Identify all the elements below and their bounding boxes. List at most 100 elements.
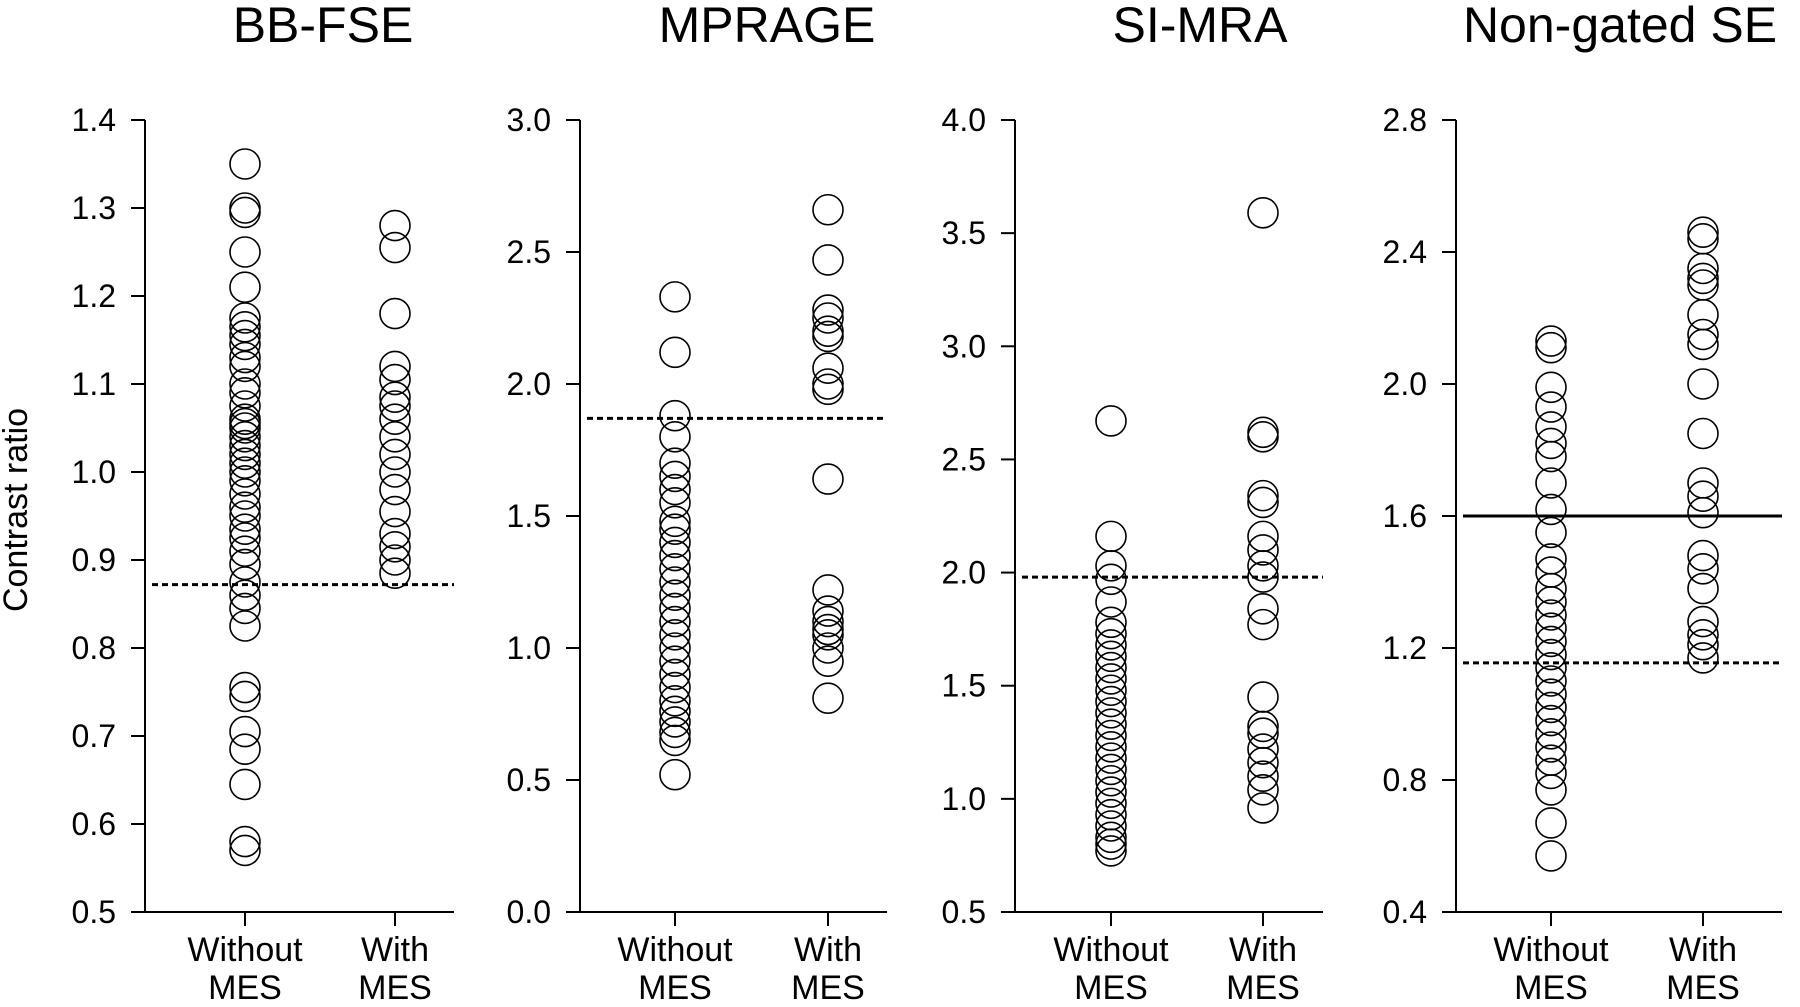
data-point bbox=[1687, 252, 1719, 285]
data-point bbox=[812, 244, 844, 276]
data-point bbox=[379, 473, 411, 506]
data-point bbox=[1535, 440, 1567, 473]
data-point bbox=[1247, 486, 1279, 519]
data-point bbox=[229, 302, 261, 334]
data-point bbox=[1535, 467, 1567, 499]
x-tick-label: With bbox=[361, 931, 429, 969]
data-point bbox=[1687, 642, 1719, 674]
data-point bbox=[229, 310, 261, 343]
data-point bbox=[1535, 651, 1567, 684]
y-tick-label: 1.3 bbox=[72, 190, 116, 226]
y-tick-label: 0.0 bbox=[507, 894, 551, 930]
data-point bbox=[659, 592, 691, 625]
data-point bbox=[229, 148, 261, 180]
x-tick-label: With bbox=[794, 931, 862, 969]
data-point bbox=[1687, 368, 1719, 400]
data-point bbox=[1535, 585, 1567, 618]
data-point bbox=[1247, 774, 1279, 806]
y-tick-label: 1.0 bbox=[942, 781, 986, 817]
data-point bbox=[1535, 331, 1567, 364]
data-point bbox=[1095, 606, 1127, 639]
data-point bbox=[1687, 298, 1719, 331]
data-point bbox=[812, 682, 844, 714]
x-tick-label: MES bbox=[1074, 969, 1148, 1007]
data-point bbox=[1535, 704, 1567, 737]
data-point bbox=[1535, 744, 1567, 777]
data-point bbox=[379, 231, 411, 264]
data-point bbox=[229, 535, 261, 568]
y-tick-label: 1.5 bbox=[942, 668, 986, 704]
data-point bbox=[1095, 764, 1127, 797]
data-point bbox=[1535, 774, 1567, 806]
data-point bbox=[229, 464, 261, 497]
y-tick-label: 0.5 bbox=[72, 894, 116, 930]
data-point bbox=[1687, 223, 1719, 255]
data-point bbox=[659, 513, 691, 546]
data-point bbox=[659, 399, 691, 432]
data-point bbox=[1095, 549, 1127, 582]
data-point bbox=[229, 376, 261, 409]
data-point bbox=[1687, 318, 1719, 351]
data-point bbox=[1535, 411, 1567, 443]
data-point bbox=[379, 456, 411, 488]
data-point bbox=[379, 517, 411, 550]
panel-4: Non-gated SE 0.4 0.8 1.2 1.6 2.0 2.4 2.8 Without… bbox=[1383, 0, 1782, 1007]
data-point bbox=[379, 209, 411, 242]
data-point bbox=[379, 557, 411, 590]
data-point bbox=[229, 478, 261, 510]
panel-title: Non-gated SE bbox=[1463, 0, 1777, 53]
data-point bbox=[659, 552, 691, 585]
y-tick-label: 2.4 bbox=[1383, 234, 1427, 270]
data-point bbox=[1247, 608, 1279, 641]
data-point bbox=[1247, 733, 1279, 765]
y-tick-label: 0.8 bbox=[1383, 762, 1427, 798]
y-tick-label: 2.8 bbox=[1383, 102, 1427, 138]
x-tick-label: MES bbox=[208, 969, 282, 1007]
data-point bbox=[1247, 479, 1279, 512]
data-point bbox=[229, 513, 261, 546]
data-point bbox=[812, 320, 844, 353]
y-tick-label: 1.5 bbox=[507, 498, 551, 534]
data-point bbox=[812, 613, 844, 646]
data-point bbox=[812, 632, 844, 664]
data-point bbox=[1095, 828, 1127, 860]
data-point bbox=[659, 632, 691, 664]
data-point bbox=[1687, 572, 1719, 605]
x-tick-label: With bbox=[1669, 931, 1737, 969]
data-point bbox=[1095, 617, 1127, 650]
data-point bbox=[1535, 665, 1567, 697]
data-point bbox=[812, 302, 844, 334]
panel-1: BB-FSE 0.5 0.6 0.7 0.8 0.9 1.0 1.1 1.2 1.3 1.4 With… bbox=[72, 0, 454, 1007]
data-point bbox=[229, 429, 261, 462]
y-tick-label: 2.5 bbox=[507, 234, 551, 270]
panel-title: MPRAGE bbox=[659, 0, 876, 53]
data-point bbox=[1535, 717, 1567, 750]
data-point bbox=[1535, 757, 1567, 790]
data-point bbox=[1095, 787, 1127, 820]
panel-title: SI-MRA bbox=[1113, 0, 1289, 53]
data-point bbox=[229, 715, 261, 748]
data-point bbox=[229, 566, 261, 598]
data-point bbox=[1535, 325, 1567, 357]
data-point bbox=[1687, 552, 1719, 585]
data-point bbox=[379, 530, 411, 563]
x-tick-label: MES bbox=[638, 969, 712, 1007]
x-tick-label: With bbox=[1229, 931, 1297, 969]
data-point bbox=[1687, 496, 1719, 529]
y-tick-label: 1.4 bbox=[72, 102, 116, 138]
data-point bbox=[1687, 467, 1719, 499]
data-point bbox=[659, 684, 691, 717]
data-point bbox=[229, 412, 261, 444]
data-point bbox=[229, 420, 261, 453]
data-point bbox=[1095, 697, 1127, 729]
data-point bbox=[229, 592, 261, 625]
data-point bbox=[812, 368, 844, 400]
data-point bbox=[229, 196, 261, 229]
y-tick-label: 0.9 bbox=[72, 542, 116, 578]
data-point bbox=[1535, 807, 1567, 839]
data-point bbox=[1687, 216, 1719, 248]
data-point bbox=[379, 495, 411, 528]
data-point bbox=[659, 605, 691, 638]
data-point bbox=[379, 403, 411, 436]
y-tick-label: 1.2 bbox=[72, 278, 116, 314]
